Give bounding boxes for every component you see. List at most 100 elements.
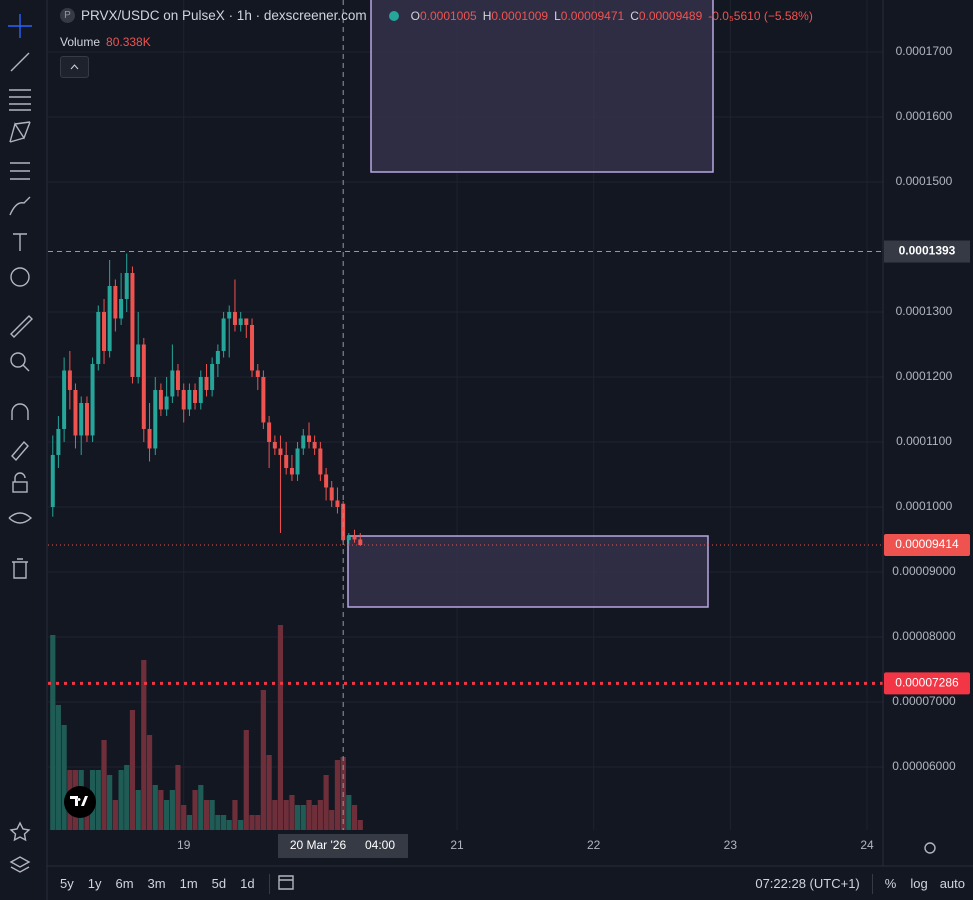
scale-mode[interactable]: auto <box>939 876 965 891</box>
ruler-tool[interactable] <box>10 315 33 338</box>
candle-body <box>119 298 124 319</box>
ohlc-value: 0.00009471 <box>560 8 625 23</box>
volume-bar <box>346 795 352 830</box>
timeframe[interactable]: 1y <box>87 876 102 891</box>
candle-body <box>329 487 334 501</box>
volume-bar <box>55 705 61 830</box>
candle-body <box>278 448 283 455</box>
candle-body <box>358 539 363 546</box>
volume-bar <box>158 790 164 830</box>
volume-bar <box>300 805 306 830</box>
candle-body <box>193 389 198 403</box>
crosshair-tool[interactable] <box>8 14 32 38</box>
status-dot <box>388 10 399 21</box>
crosshair-price-label: 0.0001393 <box>899 244 956 258</box>
candle-body <box>96 311 101 364</box>
brush-tool[interactable] <box>9 196 31 216</box>
crosshair-price-box <box>884 240 970 263</box>
y-tick-label: 0.0001300 <box>896 304 953 318</box>
candle-body <box>346 536 351 541</box>
pattern-tool[interactable] <box>9 121 31 143</box>
ohlc-key: H <box>482 8 492 23</box>
x-tick-label: 22 <box>587 838 601 852</box>
clock: 07:22:28 (UTC+1) <box>755 876 860 891</box>
candle-body <box>210 363 215 390</box>
current-price-box <box>884 534 970 557</box>
candle-body <box>73 389 78 436</box>
lock-tool[interactable] <box>12 481 28 493</box>
x-tick-label: 24 <box>860 838 874 852</box>
timeframe[interactable]: 5d <box>211 876 227 891</box>
y-tick-label: 0.0001000 <box>896 499 953 513</box>
symbol-icon: P <box>60 8 75 23</box>
volume-bar <box>175 765 181 830</box>
volume-bar <box>181 805 187 830</box>
candle-body <box>62 370 67 429</box>
candle-body <box>301 435 306 449</box>
trendline-tool[interactable] <box>10 52 30 72</box>
candle-body <box>141 344 146 429</box>
ohlc-key: O <box>410 8 420 23</box>
emoji-tool[interactable] <box>10 267 30 287</box>
magnet-tool[interactable] <box>11 403 29 420</box>
fib-tool[interactable] <box>9 89 31 111</box>
drawn-rectangle[interactable] <box>347 535 709 608</box>
y-tick-label: 0.00008000 <box>892 629 956 643</box>
goto-date[interactable] <box>278 875 294 890</box>
candle-body <box>272 441 277 449</box>
drawn-rectangle[interactable] <box>370 0 714 173</box>
volume-layer <box>50 625 363 830</box>
volume-bar <box>351 805 358 830</box>
volume-bar <box>260 690 266 830</box>
volume-bar <box>357 820 363 830</box>
alert-box <box>884 672 970 695</box>
volume-bar <box>107 775 113 830</box>
ohlc-key: L <box>554 8 561 23</box>
volume-bar <box>317 800 323 830</box>
delete-tool[interactable] <box>12 558 28 579</box>
favorites[interactable] <box>9 821 31 842</box>
visibility-tool[interactable] <box>8 512 33 524</box>
timeframe[interactable]: 5y <box>60 876 74 891</box>
scale-mode[interactable]: log <box>910 876 928 891</box>
volume-bar <box>238 820 244 830</box>
timeframe[interactable]: 1m <box>179 876 198 891</box>
candle-body <box>267 422 272 442</box>
candles <box>50 253 363 546</box>
volume-bar <box>266 755 272 830</box>
projection-tool[interactable] <box>10 162 30 180</box>
volume-bar <box>118 770 124 830</box>
object-tree[interactable] <box>9 856 31 873</box>
volume-bar <box>135 790 141 830</box>
volume-bar <box>141 660 147 830</box>
volume-bar <box>129 710 136 830</box>
volume-bar <box>101 740 107 830</box>
candle-body <box>181 389 186 410</box>
candle-body <box>124 272 129 299</box>
candle-body <box>158 389 163 410</box>
y-tick-label: 0.0001700 <box>896 44 953 58</box>
zoom-tool[interactable] <box>10 352 26 368</box>
candle-body <box>284 454 289 468</box>
volume-bar <box>306 800 312 830</box>
candle-body <box>318 448 323 475</box>
settings[interactable] <box>924 842 936 854</box>
candle-body <box>79 402 84 436</box>
bottom-toolbar: 5y 1y 6m 3m 1m 5d 1d 07:22:28 (UTC+1) % … <box>48 867 973 900</box>
timeframe[interactable]: 1d <box>240 876 255 891</box>
collapse-button[interactable] <box>60 56 89 78</box>
x-tick-label: 21 <box>450 838 464 852</box>
lock-drawing-tool[interactable] <box>11 440 29 462</box>
volume-bar <box>192 790 198 830</box>
volume-legend: Volume 80.338K <box>60 35 151 49</box>
crosshair-time-label: 04:00 <box>365 838 395 852</box>
volume-bar <box>243 730 249 830</box>
timeframe[interactable]: 3m <box>147 876 166 891</box>
timeframe[interactable]: 6m <box>115 876 134 891</box>
text-tool[interactable] <box>13 233 27 251</box>
volume-bar <box>209 800 215 830</box>
grid <box>48 0 883 830</box>
scale-mode[interactable]: % <box>884 876 897 891</box>
y-tick-label: 0.00009000 <box>892 564 956 578</box>
candle-body <box>312 441 317 449</box>
